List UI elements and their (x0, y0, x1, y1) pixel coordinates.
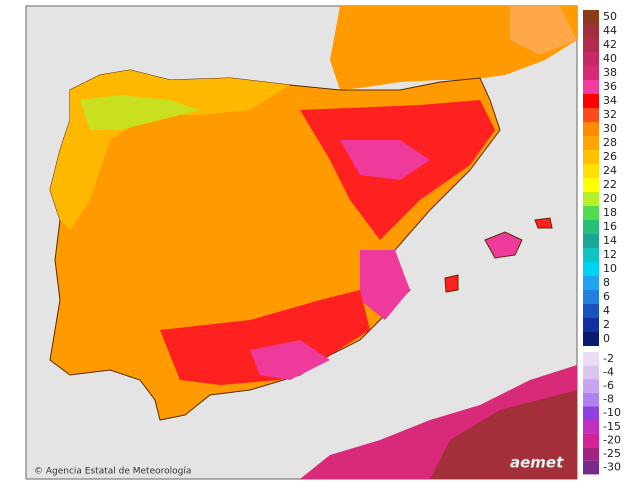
legend-swatch (583, 122, 599, 136)
legend-swatch (583, 276, 599, 290)
mallorca (484, 231, 523, 259)
legend-label: 10 (603, 262, 617, 275)
legend-label: 28 (603, 136, 617, 149)
legend-swatch (583, 150, 599, 164)
legend-label: -30 (603, 461, 621, 474)
legend-label: -8 (603, 393, 614, 406)
legend-swatch (583, 38, 599, 52)
legend-swatch (583, 365, 599, 380)
africa-interior (430, 390, 577, 479)
legend-swatch (583, 290, 599, 304)
legend-label: 24 (603, 164, 617, 177)
legend-swatch (583, 220, 599, 234)
legend-swatch (583, 420, 599, 434)
legend-swatch (583, 352, 599, 366)
legend-swatch (583, 94, 599, 108)
legend-label: 2 (603, 318, 610, 331)
legend-label: 38 (603, 66, 617, 79)
legend-label: 6 (603, 290, 610, 303)
legend-swatch (583, 206, 599, 220)
legend-label: 4 (603, 304, 610, 317)
legend-swatch (583, 406, 599, 420)
legend-swatch (583, 52, 599, 66)
legend-label: 44 (603, 24, 617, 37)
valencia-hot (360, 250, 410, 320)
legend-label: -15 (603, 420, 621, 433)
legend-label: 20 (603, 192, 617, 205)
legend-swatch (583, 379, 599, 393)
legend-label: 16 (603, 220, 617, 233)
credit-text: © Agencia Estatal de Meteorología (34, 467, 191, 477)
cantabria-cool (80, 95, 200, 130)
legend-swatch (583, 136, 599, 150)
legend-swatch (583, 164, 599, 178)
menorca (534, 217, 553, 229)
legend-label: 0 (603, 332, 610, 345)
legend-swatch (583, 80, 599, 94)
legend-label: 36 (603, 80, 617, 93)
legend-swatch (583, 10, 599, 24)
legend-swatch (583, 447, 599, 461)
legend-swatch (583, 318, 599, 332)
legend-label: 40 (603, 52, 617, 65)
legend-swatch (583, 178, 599, 192)
legend-label: -10 (603, 406, 621, 419)
legend-label: 12 (603, 248, 617, 261)
legend-label: 22 (603, 178, 617, 191)
legend-label: 18 (603, 206, 617, 219)
legend-label: 30 (603, 122, 617, 135)
andalucia-very-hot (250, 340, 330, 380)
legend-swatch (583, 392, 599, 407)
legend-swatch (583, 24, 599, 38)
legend-swatch (583, 460, 599, 475)
legend-swatch (583, 332, 599, 346)
legend-label: 14 (603, 234, 617, 247)
legend-swatch (583, 248, 599, 262)
legend-label: -2 (603, 352, 614, 365)
france-hot (510, 6, 577, 55)
legend-label: 42 (603, 38, 617, 51)
legend-label: -6 (603, 379, 614, 392)
legend-swatch (583, 262, 599, 276)
ibiza (444, 274, 459, 293)
ebro-very-hot (340, 140, 430, 180)
legend-swatch (583, 304, 599, 318)
legend-swatch (583, 192, 599, 206)
legend-label: -25 (603, 447, 621, 460)
legend-label: 32 (603, 108, 617, 121)
legend-label: 34 (603, 94, 617, 107)
legend-label: 50 (603, 10, 617, 23)
logo-text: aemet (510, 454, 564, 472)
legend-label: -20 (603, 433, 621, 446)
legend-swatch (583, 234, 599, 248)
legend-label: 8 (603, 276, 610, 289)
legend-swatch (583, 433, 599, 448)
legend-swatch (583, 108, 599, 122)
legend-label: -4 (603, 365, 614, 378)
legend-swatch (583, 66, 599, 80)
legend-label: 26 (603, 150, 617, 163)
